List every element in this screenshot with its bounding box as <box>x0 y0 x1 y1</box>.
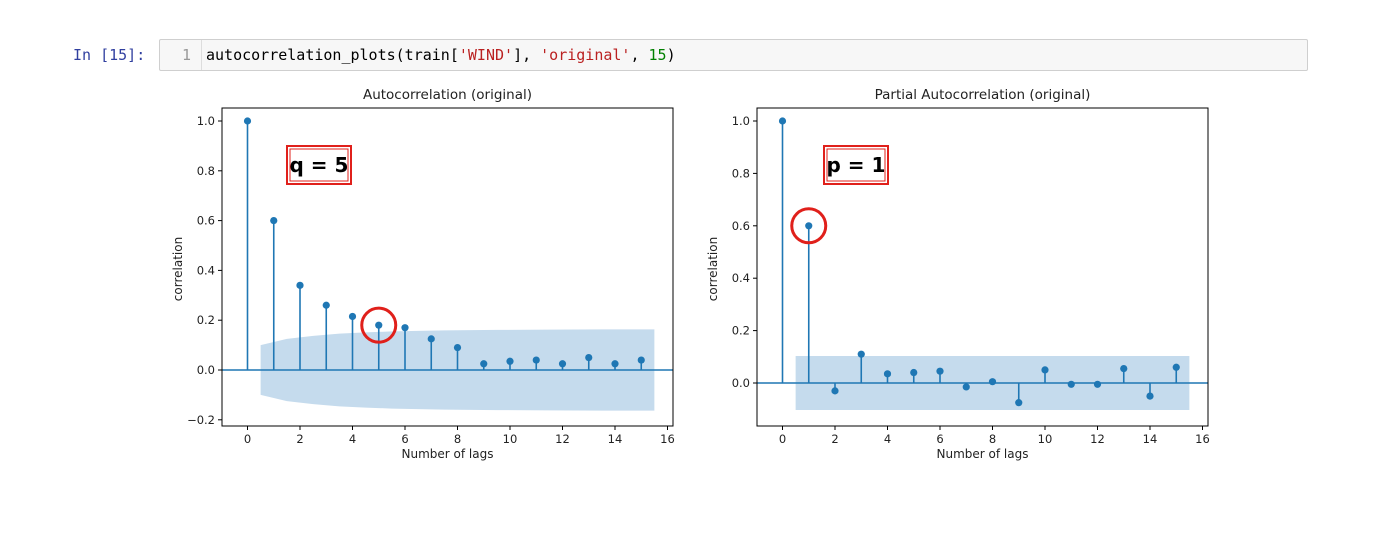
stem-marker <box>857 350 865 358</box>
notebook-cell: In [15]: 1 autocorrelation_plots(train['… <box>0 36 1400 76</box>
y-tick-label: 0.4 <box>197 263 215 277</box>
plot-frame <box>756 107 1209 427</box>
annotation-box <box>823 145 889 185</box>
y-tick-label: 0.0 <box>732 376 750 390</box>
x-tick-label: 0 <box>779 432 786 446</box>
y-tick-label: −0.2 <box>187 413 215 427</box>
pacf-chart: 0 2 4 6 8 10 12 14 16 0.0 0.2 0.4 0.6 0.8 1.0 Partial A… <box>706 87 1210 461</box>
code-arg-lags: 15 <box>648 46 667 64</box>
stem-marker <box>427 335 435 343</box>
acf-chart: 0 2 4 6 8 10 12 14 16 −0.2 0.0 0.2 0.4 0.6 0.8 1.0 Autoc… <box>171 87 675 461</box>
code-arg-original: 'original' <box>540 46 631 64</box>
cell-prompt: In [15]: <box>73 46 146 64</box>
annotation-box <box>286 145 352 185</box>
stem-marker <box>375 321 383 329</box>
code-sep: , <box>630 46 649 64</box>
code-line[interactable]: autocorrelation_plots(train['WIND'], 'or… <box>206 40 676 70</box>
x-tick-label: 16 <box>660 432 675 446</box>
stem-marker <box>270 217 278 225</box>
stem-marker <box>296 281 304 289</box>
x-tick-label: 4 <box>884 432 891 446</box>
y-tick-label: 0.0 <box>197 363 215 377</box>
code-sep: ], <box>513 46 541 64</box>
x-tick-label: 16 <box>1195 432 1210 446</box>
y-axis-label: correlation <box>171 237 185 301</box>
x-tick-label: 10 <box>1038 432 1053 446</box>
code-fn: autocorrelation_plots(train[ <box>206 46 459 64</box>
x-axis-label: Number of lags <box>937 447 1029 461</box>
x-tick-label: 14 <box>608 432 623 446</box>
annotation-box-inner <box>289 148 349 182</box>
annotation-label: p = 1 <box>827 153 886 177</box>
y-tick-label: 0.8 <box>732 166 750 180</box>
annotation-label: q = 5 <box>290 153 349 177</box>
stem-marker <box>883 370 892 378</box>
x-tick-label: 6 <box>401 432 408 446</box>
y-tick-label: 1.0 <box>732 114 750 128</box>
x-tick-label: 14 <box>1143 432 1158 446</box>
stem-marker <box>805 222 813 230</box>
x-tick-label: 12 <box>555 432 570 446</box>
y-tick-label: 0.4 <box>732 271 750 285</box>
stem-marker <box>831 387 839 395</box>
annotation-box-inner <box>826 148 886 182</box>
plot-frame <box>221 107 674 427</box>
stem-marker <box>611 360 619 368</box>
y-tick-label: 0.6 <box>197 214 215 228</box>
x-axis-label: Number of lags <box>402 447 494 461</box>
line-number: 1 <box>160 40 202 70</box>
stem-marker <box>506 357 514 365</box>
stem-marker <box>1146 392 1154 400</box>
stem-marker <box>453 343 462 352</box>
code-arg-wind: 'WIND' <box>458 46 514 64</box>
stem-marker <box>401 324 409 332</box>
x-tick-label: 4 <box>349 432 356 446</box>
stem-marker <box>962 383 970 391</box>
chart-title: Autocorrelation (original) <box>363 87 532 103</box>
stem-marker <box>778 117 787 125</box>
stem-marker <box>910 368 918 377</box>
stem-marker <box>637 356 645 364</box>
annotation-circle <box>360 306 398 344</box>
stem-marker <box>322 301 330 309</box>
stem-marker <box>1172 363 1180 371</box>
stem-marker <box>480 360 488 368</box>
x-tick-label: 6 <box>936 432 943 446</box>
stem-marker <box>1015 399 1023 407</box>
stem-marker <box>348 312 357 321</box>
annotation-circle <box>790 207 828 245</box>
x-tick-label: 2 <box>296 432 303 446</box>
y-tick-label: 0.2 <box>197 313 215 327</box>
stem-marker <box>532 356 540 364</box>
stem-marker <box>988 378 997 386</box>
stem-marker <box>1067 380 1075 388</box>
x-tick-label: 12 <box>1090 432 1105 446</box>
y-tick-label: 0.8 <box>197 164 215 178</box>
stem-marker <box>1041 366 1049 374</box>
stem-marker <box>1120 364 1128 373</box>
x-tick-label: 0 <box>244 432 251 446</box>
x-tick-label: 2 <box>831 432 838 446</box>
chart-title: Partial Autocorrelation (original) <box>875 87 1091 103</box>
code-input[interactable]: 1 autocorrelation_plots(train['WIND'], '… <box>159 39 1308 71</box>
x-tick-label: 8 <box>989 432 996 446</box>
stem-marker <box>558 360 567 368</box>
stem-marker <box>585 353 593 362</box>
x-tick-label: 8 <box>454 432 461 446</box>
x-tick-label: 10 <box>503 432 518 446</box>
stem-marker <box>243 117 252 125</box>
stem-marker <box>1093 380 1102 388</box>
y-axis-label: correlation <box>706 237 720 301</box>
code-end: ) <box>666 46 676 64</box>
stem-marker <box>936 367 944 375</box>
y-tick-label: 0.2 <box>732 324 750 338</box>
y-tick-label: 0.6 <box>732 219 750 233</box>
y-tick-label: 1.0 <box>197 114 215 128</box>
